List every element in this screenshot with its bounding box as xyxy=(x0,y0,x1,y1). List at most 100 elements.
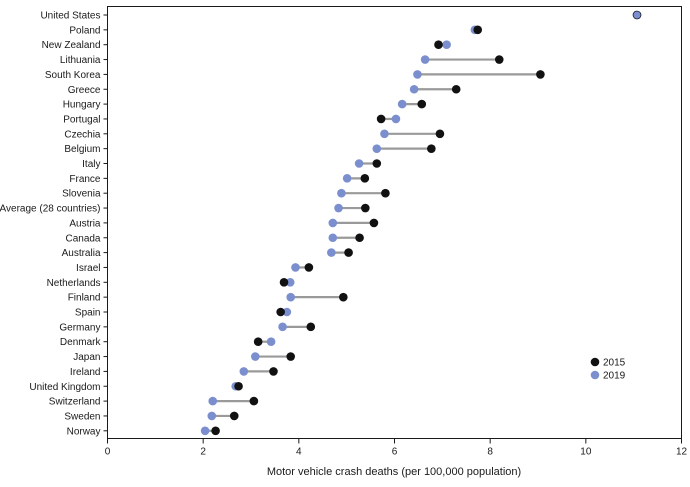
point-2015 xyxy=(355,233,364,243)
point-2015 xyxy=(361,203,370,213)
point-2015 xyxy=(269,367,278,376)
category-label: Belgium xyxy=(64,144,100,155)
point-2015 xyxy=(286,352,296,361)
point-2015 xyxy=(435,129,445,139)
category-label: Netherlands xyxy=(47,278,101,289)
point-2015 xyxy=(473,25,483,35)
x-tick-label: 0 xyxy=(105,447,111,458)
point-2019 xyxy=(342,174,352,183)
category-label: Sweden xyxy=(64,411,100,422)
point-2019 xyxy=(372,144,382,153)
category-label: Spain xyxy=(75,308,101,319)
category-label: Australia xyxy=(62,248,101,259)
category-label: Average (28 countries) xyxy=(0,204,101,215)
category-label: Slovenia xyxy=(62,189,101,200)
point-2019 xyxy=(239,367,249,376)
point-2019 xyxy=(442,40,451,49)
legend-label-2015: 2015 xyxy=(603,358,626,369)
category-label: Denmark xyxy=(60,337,102,348)
category-label: Austria xyxy=(69,218,101,229)
point-2015 xyxy=(234,381,243,391)
category-label: Switzerland xyxy=(49,397,101,408)
plot-frame xyxy=(107,6,682,439)
point-2015 xyxy=(306,322,316,332)
point-2019 xyxy=(282,307,292,317)
point-2015 xyxy=(434,40,443,49)
category-label: United States xyxy=(40,11,100,22)
point-2019 xyxy=(413,70,422,79)
category-label: Ireland xyxy=(70,367,101,378)
point-2015 xyxy=(369,218,379,228)
category-label: Germany xyxy=(59,322,100,333)
legend-swatch-2015 xyxy=(590,357,600,367)
category-label: Hungary xyxy=(63,100,101,111)
point-2015 xyxy=(381,188,390,198)
point-2019 xyxy=(266,337,276,347)
point-2019 xyxy=(200,426,210,436)
point-2019 xyxy=(391,114,401,124)
legend-label-2019: 2019 xyxy=(603,371,626,382)
point-2015 xyxy=(376,114,386,124)
category-label: South Korea xyxy=(45,70,101,81)
point-2019 xyxy=(208,396,218,406)
point-2019 xyxy=(409,84,419,94)
point-2019 xyxy=(328,233,338,243)
x-tick-label: 10 xyxy=(580,447,592,458)
point-2019 xyxy=(278,322,287,332)
point-2019 xyxy=(251,352,260,361)
point-2019 xyxy=(337,188,346,198)
point-2019-overlay xyxy=(633,11,641,19)
x-axis-title: Motor vehicle crash deaths (per 100,000 … xyxy=(267,466,521,478)
x-tick-label: 8 xyxy=(487,447,493,458)
category-label: New Zealand xyxy=(42,40,101,51)
data-points xyxy=(200,10,642,436)
category-label: Canada xyxy=(65,233,100,244)
category-label: Poland xyxy=(69,25,100,36)
x-tick-label: 12 xyxy=(676,447,688,458)
point-2015 xyxy=(494,55,504,64)
point-2019 xyxy=(397,99,407,109)
point-2019 xyxy=(207,411,217,421)
x-tick-label: 6 xyxy=(392,447,398,458)
x-tick-label: 2 xyxy=(200,447,206,458)
category-label: Finland xyxy=(68,293,101,304)
x-tick-label: 4 xyxy=(296,447,302,458)
category-label: Israel xyxy=(76,263,100,274)
point-2015 xyxy=(253,337,263,347)
point-2019 xyxy=(380,129,389,139)
category-label: Portugal xyxy=(63,114,100,125)
category-label: Japan xyxy=(73,352,100,363)
legend: 2015 2019 xyxy=(590,357,626,382)
point-2015 xyxy=(279,278,289,287)
point-2019 xyxy=(420,55,430,64)
category-label: Czechia xyxy=(64,129,101,140)
point-2019 xyxy=(285,278,295,287)
category-labels: United States Poland New Zealand Lithuania S… xyxy=(0,11,108,437)
category-label: Norway xyxy=(67,426,101,437)
point-2015 xyxy=(536,70,545,79)
point-2019 xyxy=(328,218,338,228)
point-2015 xyxy=(372,159,382,168)
category-label: Greece xyxy=(68,85,101,96)
point-2015 xyxy=(344,248,353,257)
point-2015 xyxy=(249,396,259,406)
point-2015 xyxy=(339,292,348,302)
point-2015 xyxy=(451,84,461,94)
point-2015 xyxy=(417,99,427,109)
category-label: Italy xyxy=(82,159,100,170)
point-2019 xyxy=(286,292,296,302)
point-2019 xyxy=(334,203,343,213)
category-label: Lithuania xyxy=(60,55,101,66)
category-label: France xyxy=(69,174,101,185)
point-2015 xyxy=(427,144,436,153)
point-2015 xyxy=(304,263,314,272)
point-2019 xyxy=(291,263,300,272)
point-2015 xyxy=(229,411,239,421)
point-2019 xyxy=(354,159,364,168)
point-2015 xyxy=(211,426,220,436)
point-2015 xyxy=(360,174,370,183)
x-axis: 0 2 4 6 8 10 12 xyxy=(105,438,688,458)
connector-lines xyxy=(205,28,541,432)
